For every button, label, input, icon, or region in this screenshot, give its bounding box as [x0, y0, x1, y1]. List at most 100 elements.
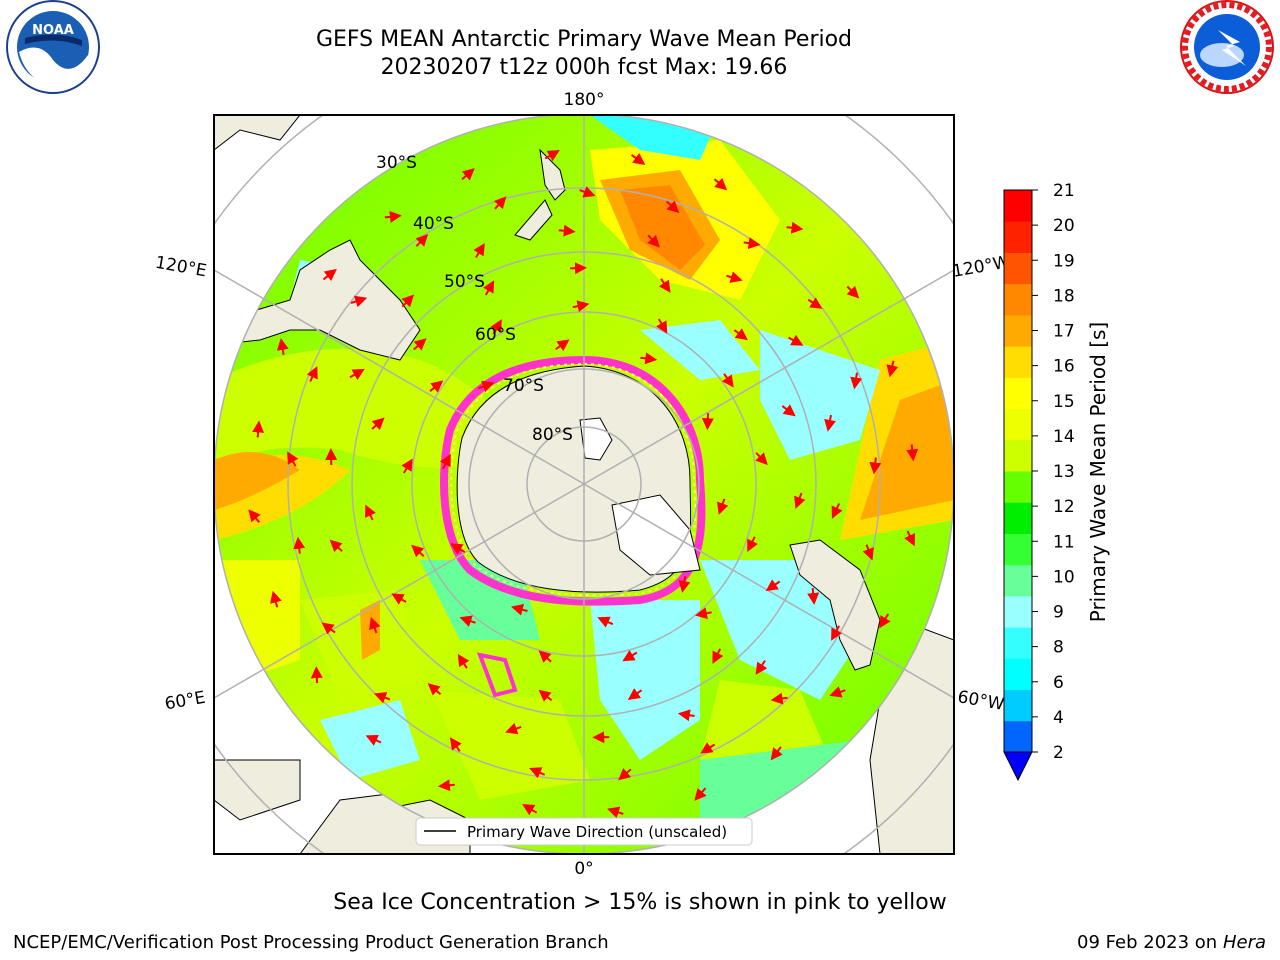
wave-direction-arrow [321, 622, 336, 635]
wave-direction-arrow [248, 509, 261, 523]
chart-subtitle: 20230207 t12z 000h fcst Max: 19.66 [380, 55, 788, 80]
wave-direction-arrow [439, 453, 451, 470]
lat-label-80s: 80°S [532, 425, 573, 445]
wave-direction-arrow [831, 625, 843, 641]
wave-direction-arrow [721, 373, 734, 388]
colorbar-segment [1004, 283, 1032, 316]
colorbar-segment [1004, 502, 1032, 534]
credit-left: NCEP/EMC/Verification Post Processing Pr… [13, 932, 609, 953]
wave-direction-arrow [401, 294, 415, 308]
wave-direction-arrow [427, 683, 442, 696]
colorbar-tick-label: 12 [1053, 497, 1075, 517]
colorbar-tick-label: 21 [1053, 181, 1075, 201]
colorbar-segment [1004, 533, 1032, 566]
wave-direction-arrow [529, 767, 546, 779]
wave-direction-arrow [733, 328, 748, 341]
wave-direction-arrow [879, 613, 891, 629]
wave-direction-arrow [786, 221, 804, 234]
lat-label-30s: 30°S [376, 153, 417, 173]
wave-direction-arrow [572, 300, 590, 313]
wave-direction-arrow [765, 579, 781, 592]
wave-direction-arrow [831, 503, 843, 519]
colorbar-tick-label: 10 [1053, 567, 1075, 587]
lat-label-70s: 70°S [503, 376, 544, 396]
colorbar-segment [1004, 658, 1032, 691]
wave-direction-arrow [558, 224, 576, 237]
colorbar-tick-label: 6 [1053, 673, 1064, 693]
noaa-logo: NOAA [6, 0, 100, 94]
wave-direction-arrow [906, 444, 919, 462]
wave-direction-arrow [373, 692, 391, 704]
colorbar-segment [1004, 471, 1032, 503]
wave-direction-arrow [829, 686, 846, 698]
wave-direction-arrow [618, 768, 632, 781]
colorbar-segment [1004, 720, 1032, 753]
wave-direction-arrow [306, 366, 318, 383]
meridians [214, 115, 954, 854]
sea-ice-note: Sea Ice Concentration > 15% is shown in … [333, 890, 947, 915]
credit-right: 09 Feb 2023 on Hera [1077, 932, 1266, 953]
wave-direction-arrow [276, 337, 289, 355]
wave-direction-arrow [694, 787, 707, 801]
credit-date: 09 Feb 2023 on [1077, 932, 1218, 953]
colorbar-tick-label: 4 [1053, 708, 1064, 728]
wave-direction-arrow [743, 237, 761, 250]
wave-direction-arrow [717, 498, 729, 515]
wave-direction-arrow [522, 804, 538, 816]
wave-direction-arrow [510, 603, 528, 616]
wave-direction-arrow [449, 737, 462, 752]
wave-direction-arrow [459, 615, 476, 627]
colorbar-tick-label: 14 [1053, 427, 1075, 447]
colorbar-segment [1004, 252, 1032, 285]
wave-direction-arrow [429, 380, 444, 393]
colorbar: 2 4 6 8 9 10 11 12 13 14 15 16 17 18 19 20 21 [1003, 181, 1075, 782]
wave-direction-arrow [293, 536, 306, 554]
map-legend: Primary Wave Direction (unscaled) [415, 817, 753, 846]
wave-direction-arrow [287, 451, 299, 467]
wave-direction-arrow [770, 746, 783, 761]
colorbar-tick-label: 11 [1053, 532, 1075, 552]
wave-direction-arrow [755, 452, 768, 466]
wave-direction-arrow [824, 414, 836, 432]
wave-direction-arrow [538, 689, 553, 702]
wave-direction-arrow [371, 417, 385, 431]
lat-label-40s: 40°S [413, 214, 454, 234]
wave-direction-arrow [544, 149, 560, 162]
wave-direction-arrow [450, 543, 466, 555]
colorbar-tick-label: 15 [1053, 392, 1075, 412]
wave-direction-arrow [770, 692, 788, 705]
wave-direction-arrow [700, 742, 716, 754]
wave-direction-arrow [505, 722, 522, 735]
wave-direction-arrow [678, 576, 691, 593]
wave-direction-arrow [747, 536, 758, 552]
colorbar-tick-label: 19 [1053, 251, 1075, 271]
colorbar-segment [1004, 439, 1032, 472]
wave-direction-arrow [252, 420, 265, 438]
wave-direction-arrow [579, 186, 596, 198]
colorbar-segment [1004, 221, 1032, 253]
wave-direction-arrow [350, 295, 368, 308]
national-weather-service-logo [1180, 0, 1274, 94]
svg-text:NOAA: NOAA [32, 23, 74, 38]
colorbar-extend-triangle [1003, 751, 1033, 782]
colorbar-tick-label: 17 [1053, 322, 1075, 342]
wave-direction-arrow [322, 268, 337, 282]
colorbar-segment [1004, 377, 1032, 410]
wave-direction-arrow [365, 734, 382, 746]
wave-direction-arrow [695, 607, 712, 620]
wave-direction-arrow [627, 688, 643, 700]
colorbar-segment [1004, 627, 1032, 659]
legend-label: Primary Wave Direction (unscaled) [467, 823, 727, 841]
wave-direction-arrow [413, 338, 427, 351]
colorbar-segment [1004, 689, 1032, 722]
wave-direction-arrow [538, 650, 552, 663]
colorbar-tick-label: 18 [1053, 286, 1075, 306]
wave-direction-arrow [712, 648, 724, 664]
lon-label-120w: 120°W [951, 252, 1012, 282]
wave-direction-arrow [647, 234, 660, 248]
colorbar-segment [1004, 408, 1032, 441]
wave-direction-arrow [713, 177, 728, 191]
wave-direction-arrow [384, 210, 402, 223]
wave-direction-arrow [411, 544, 425, 558]
